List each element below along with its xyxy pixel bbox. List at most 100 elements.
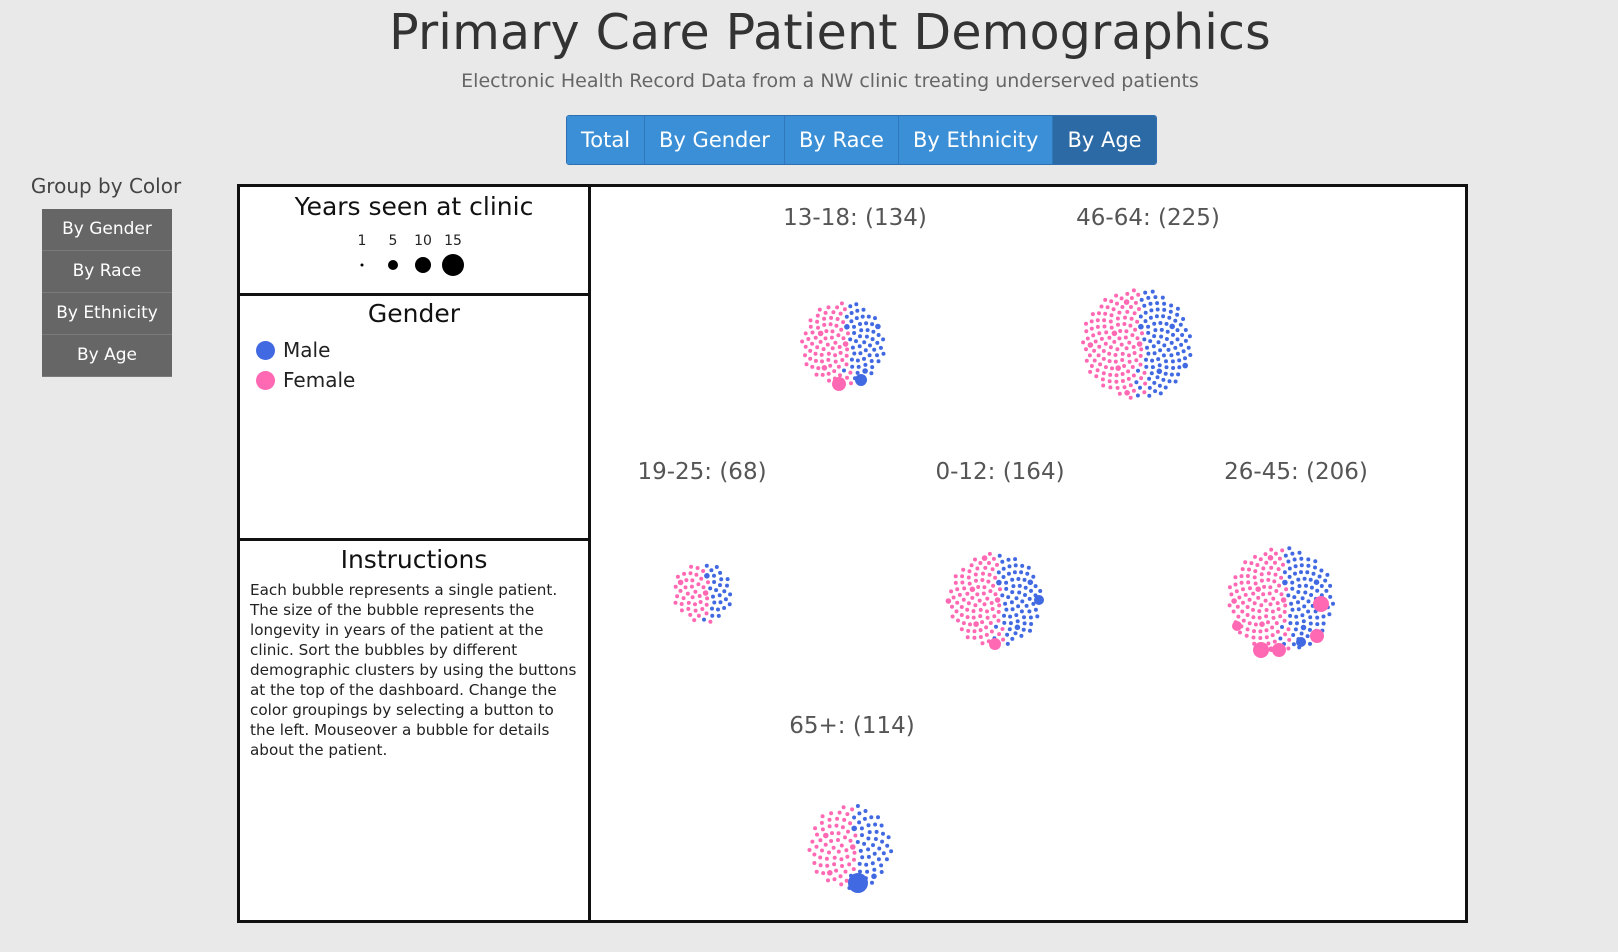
patient-bubble[interactable]: [1262, 584, 1267, 589]
patient-bubble[interactable]: [845, 854, 850, 859]
patient-bubble[interactable]: [829, 839, 834, 843]
patient-bubble[interactable]: [859, 826, 864, 831]
patient-bubble[interactable]: [696, 582, 701, 587]
patient-bubble[interactable]: [1143, 290, 1148, 295]
patient-bubble[interactable]: [1283, 603, 1288, 608]
patient-bubble[interactable]: [678, 588, 683, 593]
patient-bubble[interactable]: [1263, 598, 1268, 603]
patient-bubble[interactable]: [1278, 614, 1283, 619]
patient-bubble[interactable]: [846, 829, 850, 834]
patient-bubble[interactable]: [693, 608, 698, 613]
patient-bubble[interactable]: [1286, 559, 1291, 564]
patient-bubble[interactable]: [826, 305, 831, 310]
patient-bubble[interactable]: [813, 335, 818, 340]
patient-bubble[interactable]: [1152, 380, 1157, 385]
patient-bubble[interactable]: [1288, 613, 1293, 618]
patient-bubble[interactable]: [881, 851, 886, 856]
patient-bubble[interactable]: [718, 600, 723, 605]
patient-bubble[interactable]: [1027, 609, 1032, 614]
patient-bubble[interactable]: [875, 340, 880, 345]
patient-bubble[interactable]: [1085, 336, 1090, 341]
patient-bubble[interactable]: [688, 571, 693, 576]
patient-bubble[interactable]: [1120, 305, 1125, 309]
tab-by-ethnicity[interactable]: By Ethnicity: [898, 116, 1054, 164]
patient-bubble[interactable]: [1269, 547, 1274, 552]
patient-bubble[interactable]: [1162, 343, 1167, 348]
patient-bubble[interactable]: [1293, 627, 1298, 632]
patient-bubble[interactable]: [1286, 593, 1291, 598]
patient-bubble[interactable]: [820, 359, 824, 364]
patient-bubble[interactable]: [692, 618, 697, 623]
patient-bubble[interactable]: [849, 319, 854, 324]
patient-bubble[interactable]: [852, 857, 856, 862]
patient-bubble[interactable]: [1119, 342, 1124, 347]
patient-bubble[interactable]: [857, 861, 862, 866]
patient-bubble[interactable]: [694, 572, 699, 577]
patient-bubble[interactable]: [844, 314, 849, 319]
patient-bubble[interactable]: [833, 340, 838, 345]
patient-bubble[interactable]: [1094, 374, 1099, 379]
patient-bubble[interactable]: [1148, 315, 1153, 320]
patient-bubble[interactable]: [1161, 314, 1166, 319]
patient-bubble[interactable]: [699, 576, 704, 581]
patient-bubble[interactable]: [1175, 312, 1180, 317]
patient-bubble[interactable]: [1299, 563, 1304, 568]
patient-bubble[interactable]: [1013, 631, 1018, 636]
patient-bubble[interactable]: [885, 843, 890, 848]
patient-bubble[interactable]: [845, 812, 850, 817]
patient-bubble[interactable]: [819, 352, 824, 357]
patient-bubble[interactable]: [872, 347, 877, 352]
patient-bubble[interactable]: [1269, 565, 1274, 570]
patient-bubble[interactable]: [833, 353, 838, 358]
patient-bubble[interactable]: [832, 369, 837, 374]
patient-bubble[interactable]: [988, 589, 993, 594]
patient-bubble[interactable]: [1328, 594, 1333, 599]
patient-bubble[interactable]: [1111, 330, 1118, 337]
patient-bubble[interactable]: [1276, 607, 1281, 612]
patient-bubble[interactable]: [840, 358, 845, 362]
patient-bubble[interactable]: [704, 573, 710, 579]
patient-bubble[interactable]: [1128, 383, 1133, 388]
patient-bubble[interactable]: [1300, 624, 1307, 631]
patient-bubble[interactable]: [1294, 614, 1299, 619]
patient-bubble[interactable]: [842, 307, 847, 312]
patient-bubble[interactable]: [850, 345, 855, 350]
patient-bubble[interactable]: [959, 627, 964, 632]
patient-bubble[interactable]: [1110, 366, 1114, 371]
patient-bubble[interactable]: [716, 613, 721, 618]
patient-bubble[interactable]: [1173, 318, 1178, 323]
patient-bubble[interactable]: [1183, 338, 1188, 343]
patient-bubble[interactable]: [850, 364, 855, 369]
patient-bubble[interactable]: [829, 315, 834, 320]
patient-bubble[interactable]: [808, 318, 813, 323]
patient-bubble[interactable]: [1279, 592, 1284, 597]
patient-bubble[interactable]: [1131, 345, 1136, 349]
patient-bubble[interactable]: [982, 585, 987, 590]
patient-bubble[interactable]: [1258, 629, 1263, 634]
patient-bubble[interactable]: [1299, 570, 1303, 575]
patient-bubble[interactable]: [1169, 323, 1175, 330]
patient-bubble[interactable]: [1022, 615, 1026, 620]
patient-bubble[interactable]: [718, 570, 723, 575]
patient-bubble[interactable]: [1149, 308, 1154, 313]
patient-bubble[interactable]: [956, 618, 960, 623]
patient-bubble[interactable]: [1139, 376, 1144, 381]
patient-bubble[interactable]: [1319, 568, 1324, 573]
patient-bubble[interactable]: [1124, 329, 1129, 334]
patient-bubble[interactable]: [1166, 347, 1171, 352]
patient-bubble[interactable]: [876, 359, 881, 364]
patient-bubble[interactable]: [824, 329, 829, 334]
patient-bubble[interactable]: [1292, 595, 1297, 600]
patient-bubble[interactable]: [1117, 336, 1122, 341]
patient-bubble[interactable]: [1274, 589, 1279, 593]
patient-bubble[interactable]: [717, 593, 722, 598]
patient-bubble[interactable]: [1147, 385, 1152, 390]
patient-bubble[interactable]: [1158, 321, 1163, 325]
patient-bubble[interactable]: [1035, 614, 1040, 619]
patient-bubble[interactable]: [833, 359, 838, 364]
patient-bubble[interactable]: [1293, 564, 1298, 569]
patient-bubble[interactable]: [878, 345, 883, 350]
patient-bubble[interactable]: [1097, 331, 1102, 336]
patient-bubble[interactable]: [677, 579, 684, 586]
patient-bubble[interactable]: [814, 372, 819, 377]
